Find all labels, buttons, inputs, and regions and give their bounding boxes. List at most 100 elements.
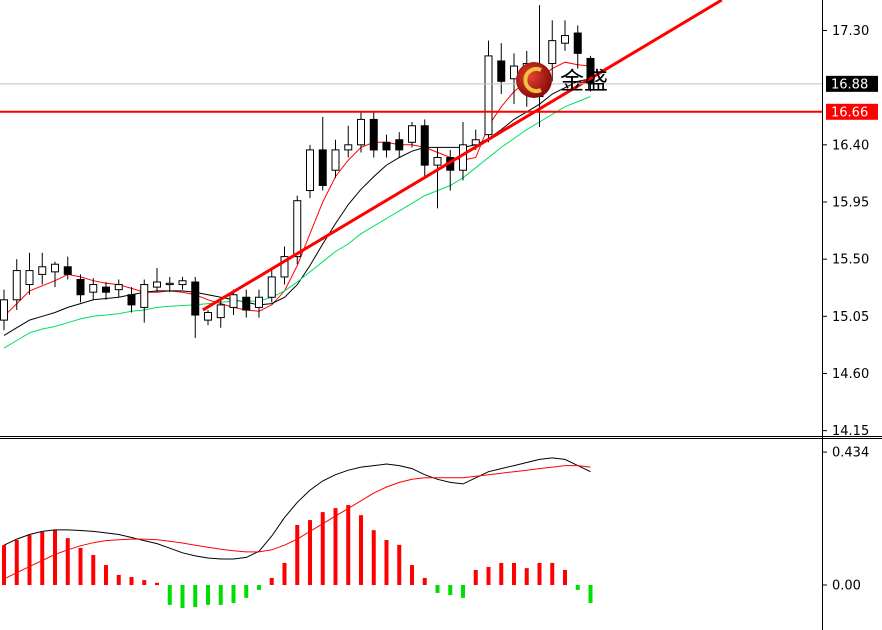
histogram-bar — [422, 577, 427, 585]
histogram-bar — [180, 584, 185, 608]
y-tick-label: 0.00 — [832, 578, 861, 593]
candle-body — [318, 149, 327, 186]
y-tick-label: 17.30 — [832, 24, 869, 39]
candle-body — [331, 149, 340, 171]
candle-body — [433, 157, 442, 166]
candle-body — [178, 280, 187, 286]
histogram-bar — [550, 562, 555, 585]
candle-body — [267, 276, 276, 298]
candle-body — [153, 281, 161, 288]
histogram-bar — [129, 577, 134, 585]
candle-body — [510, 65, 518, 80]
histogram-bar — [537, 562, 542, 585]
histogram-bar — [244, 584, 249, 598]
candle-body — [484, 55, 493, 136]
candle-body — [548, 40, 557, 65]
histogram-bar — [231, 584, 236, 604]
candle-body — [0, 299, 8, 321]
histogram-bar — [27, 535, 32, 585]
logo — [516, 62, 552, 98]
histogram-bar — [486, 566, 491, 585]
histogram-bar — [142, 580, 147, 585]
histogram-bar — [40, 532, 45, 585]
price-label: 16.88 — [831, 77, 868, 92]
candle-body — [408, 125, 416, 143]
histogram-bar — [65, 538, 70, 585]
y-tick-label: 15.50 — [832, 253, 869, 268]
histogram-bar — [448, 584, 453, 596]
candle-body — [369, 118, 378, 151]
candle-body — [165, 282, 174, 286]
y-tick-label: 0.434 — [832, 446, 869, 461]
candle-body — [471, 139, 480, 146]
histogram-bar — [167, 584, 172, 605]
histogram-bar — [512, 562, 516, 585]
histogram-bar — [346, 505, 351, 585]
candle-body — [102, 286, 110, 293]
histogram-bar — [269, 577, 274, 585]
candle-body — [561, 35, 569, 44]
histogram-bar — [397, 544, 402, 585]
indicator-line — [3, 457, 591, 560]
y-tick-label: 16.40 — [832, 138, 869, 153]
y-tick-label: 15.95 — [832, 195, 869, 210]
histogram-bar — [461, 584, 465, 598]
candle-body — [420, 125, 429, 166]
candle-body — [12, 270, 21, 301]
indicator-line — [3, 61, 591, 317]
candle-body — [280, 256, 289, 278]
histogram-bar — [91, 554, 96, 585]
histogram-bar — [371, 530, 376, 585]
candle-body — [140, 284, 149, 308]
candle-body — [51, 263, 59, 273]
histogram-bar — [575, 584, 580, 590]
histogram-bar — [193, 584, 198, 608]
histogram-bar — [257, 584, 261, 590]
candle-body — [38, 266, 47, 275]
histogram-bar — [295, 524, 300, 585]
candle-body — [293, 200, 302, 258]
price-label-box — [826, 103, 878, 120]
histogram-bar — [333, 508, 338, 585]
price-label-box — [826, 75, 878, 92]
candle-body — [255, 296, 263, 308]
candle-body — [89, 284, 98, 293]
histogram-bar — [359, 515, 363, 585]
histogram-bar — [14, 539, 19, 585]
candle-body — [25, 270, 34, 286]
histogram-bar — [563, 569, 567, 585]
histogram-bar — [384, 539, 389, 585]
logo-mark — [523, 67, 542, 93]
candle-body — [306, 149, 314, 192]
candle-body — [114, 284, 123, 291]
histogram-bar — [218, 584, 223, 605]
histogram-bar — [588, 584, 593, 604]
candle-body — [357, 118, 365, 146]
candle-body — [382, 141, 391, 151]
histogram-bar — [116, 574, 121, 585]
histogram-bar — [53, 529, 57, 585]
candle-body — [191, 281, 200, 316]
indicator-line — [3, 96, 591, 349]
y-tick-label: 15.05 — [832, 310, 869, 325]
histogram-bar — [155, 582, 159, 585]
histogram-bar — [435, 584, 440, 593]
y-tick-label: 14.60 — [832, 367, 869, 382]
candle-body — [76, 278, 85, 296]
histogram-bar — [499, 562, 504, 585]
histogram-bar — [524, 568, 529, 585]
histogram-bar — [410, 565, 414, 585]
candle-body — [229, 294, 238, 308]
candle-body — [573, 32, 582, 54]
histogram-bar — [104, 565, 108, 585]
candle-body — [395, 139, 404, 151]
histogram-bar — [473, 569, 478, 585]
histogram-bar — [282, 562, 287, 585]
candle-body — [216, 304, 225, 319]
y-tick-label: 14.15 — [832, 424, 869, 439]
watermark: 金盛 — [516, 62, 608, 98]
histogram-bar — [308, 520, 312, 585]
